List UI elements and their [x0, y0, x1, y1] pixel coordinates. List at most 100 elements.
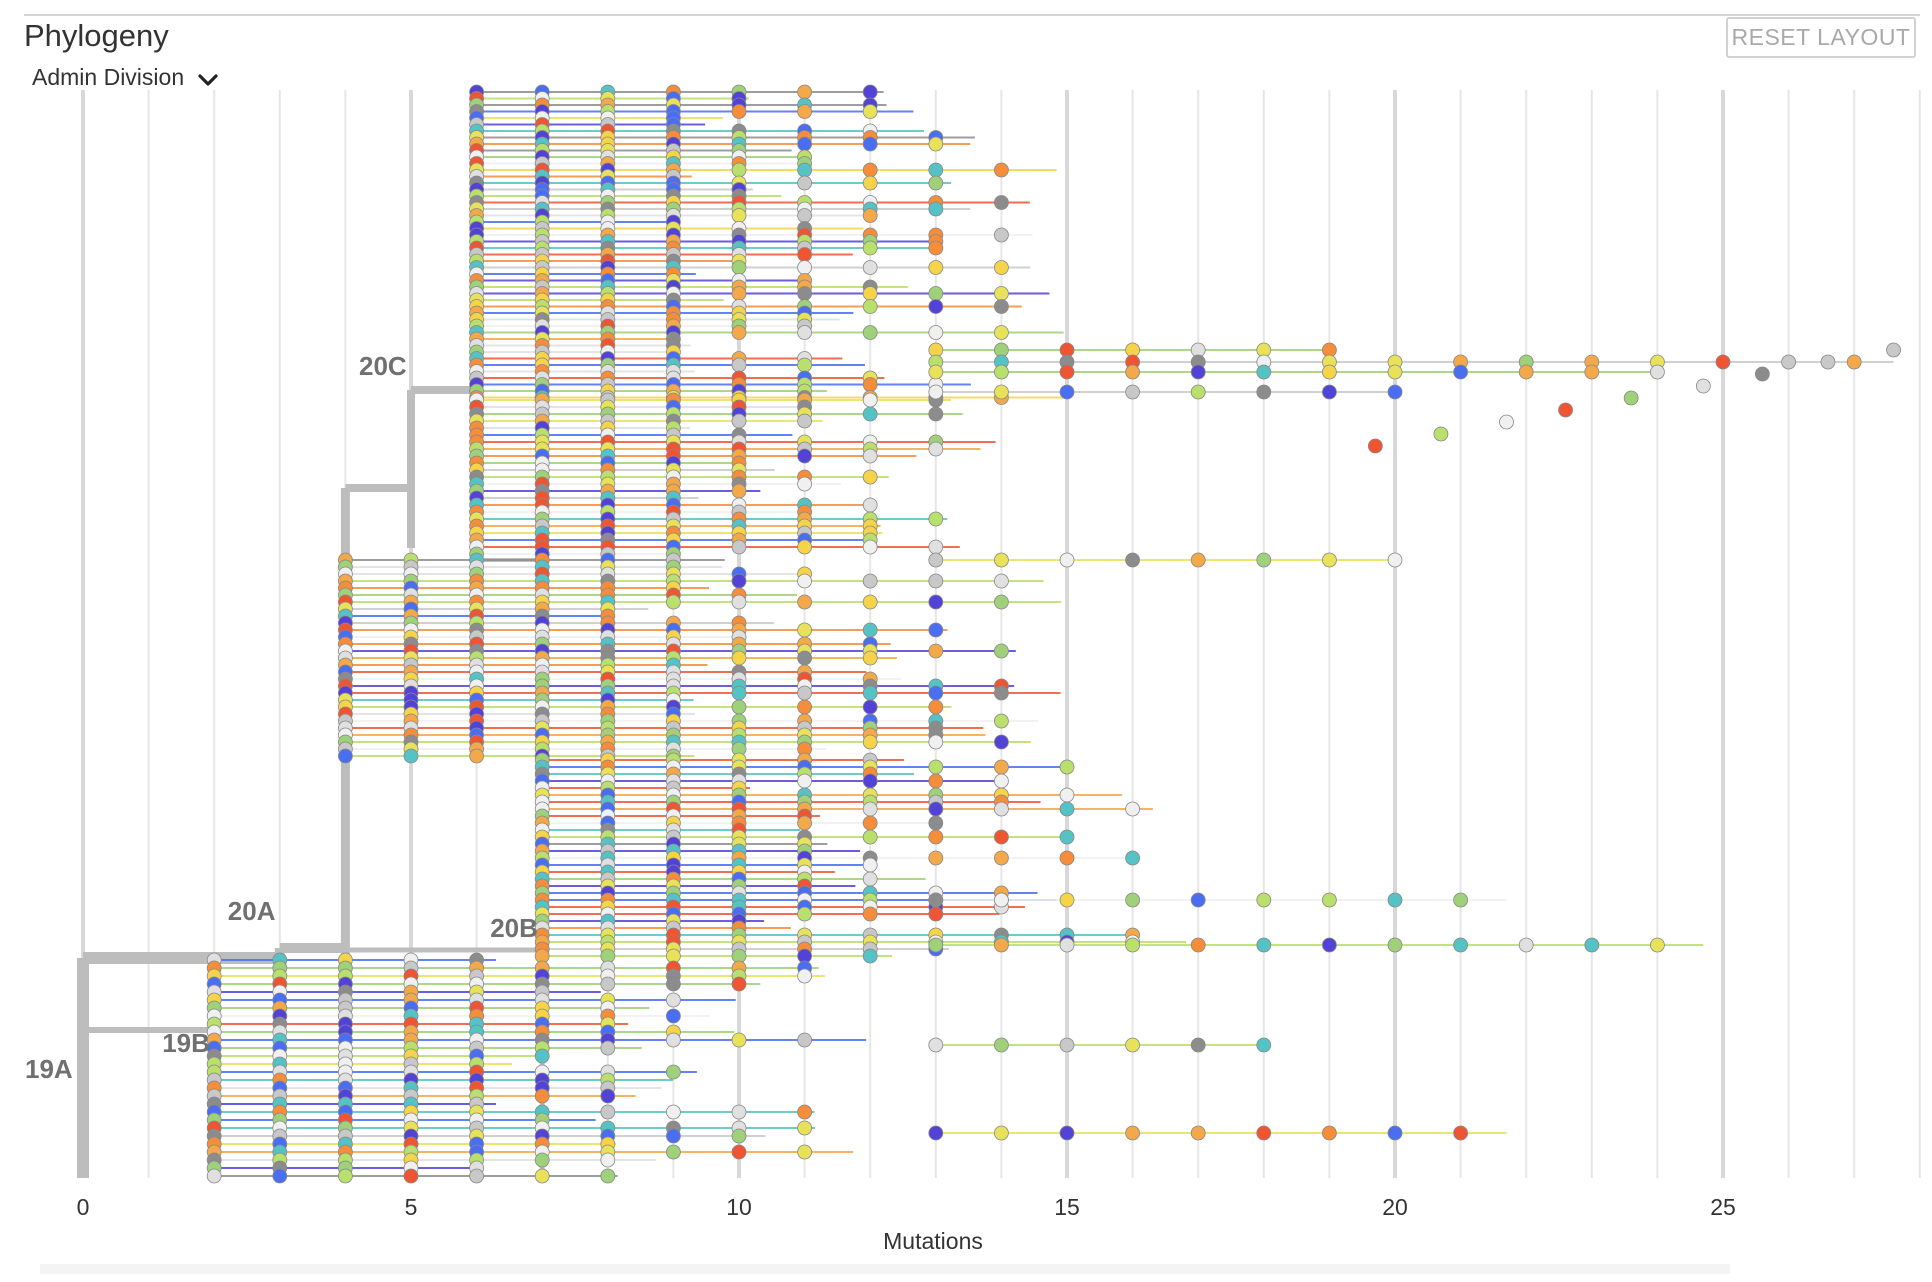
tip-node[interactable] — [1125, 892, 1140, 908]
tip-node[interactable] — [666, 594, 681, 610]
tip-node[interactable] — [1059, 850, 1075, 866]
tip-node[interactable] — [797, 208, 812, 223]
tip-node[interactable] — [666, 976, 681, 992]
tip-node[interactable] — [1453, 937, 1468, 953]
tip-node[interactable] — [1322, 364, 1337, 380]
tip-node[interactable] — [928, 759, 944, 775]
tip-node[interactable] — [797, 357, 812, 373]
tip-node[interactable] — [994, 325, 1009, 340]
tip-node[interactable] — [1781, 354, 1796, 370]
tip-node[interactable] — [1623, 390, 1639, 406]
tip-node[interactable] — [797, 162, 812, 178]
tip-node[interactable] — [666, 1032, 681, 1048]
tip-node[interactable] — [1256, 1125, 1272, 1141]
tip-node[interactable] — [731, 286, 747, 301]
tip-node[interactable] — [1387, 1125, 1403, 1141]
tip-node[interactable] — [994, 685, 1009, 701]
tip-node[interactable] — [1059, 892, 1075, 908]
tip-node[interactable] — [994, 801, 1009, 817]
tip-node[interactable] — [928, 552, 944, 568]
tip-node[interactable] — [534, 1088, 550, 1104]
tip-node[interactable] — [797, 773, 812, 789]
tip-node[interactable] — [994, 227, 1009, 243]
tip-node[interactable] — [1650, 364, 1665, 380]
tip-node[interactable] — [1125, 1125, 1140, 1141]
tip-node[interactable] — [797, 594, 812, 610]
tip-node[interactable] — [731, 594, 747, 610]
tip-node[interactable] — [731, 976, 747, 992]
tip-node[interactable] — [994, 260, 1009, 275]
tip-node[interactable] — [797, 136, 812, 152]
tip-node[interactable] — [731, 483, 747, 499]
tip-node[interactable] — [862, 392, 878, 408]
tip-node[interactable] — [862, 104, 878, 119]
tip-node[interactable] — [928, 325, 944, 340]
tip-node[interactable] — [1059, 801, 1075, 817]
tip-node[interactable] — [666, 1008, 681, 1024]
tip-node[interactable] — [797, 815, 812, 831]
tip-node[interactable] — [994, 299, 1009, 314]
tip-node[interactable] — [994, 384, 1009, 400]
tip-node[interactable] — [731, 699, 747, 715]
tip-node[interactable] — [862, 734, 878, 750]
tip-node[interactable] — [928, 801, 944, 817]
tip-node[interactable] — [206, 1168, 222, 1184]
tip-node[interactable] — [862, 286, 878, 301]
tip-node[interactable] — [862, 539, 878, 555]
tip-node[interactable] — [862, 208, 878, 223]
tip-node[interactable] — [666, 1064, 681, 1080]
tip-node[interactable] — [1256, 1037, 1272, 1053]
tip-node[interactable] — [994, 162, 1009, 178]
tip-node[interactable] — [1453, 892, 1468, 908]
tip-node[interactable] — [1820, 354, 1836, 370]
tip-node[interactable] — [928, 1037, 944, 1053]
tip-node[interactable] — [272, 1168, 288, 1184]
tip-node[interactable] — [534, 1168, 550, 1184]
tip-node[interactable] — [403, 1168, 419, 1184]
tip-node[interactable] — [862, 162, 878, 178]
tip-node[interactable] — [862, 448, 878, 464]
tip-node[interactable] — [928, 906, 944, 922]
tip-node[interactable] — [1059, 552, 1075, 568]
tip-node[interactable] — [1059, 937, 1075, 953]
tip-node[interactable] — [928, 441, 944, 457]
tip-node[interactable] — [1059, 1125, 1075, 1141]
tip-node[interactable] — [1059, 829, 1075, 845]
tip-node[interactable] — [1846, 354, 1862, 370]
tip-node[interactable] — [797, 685, 812, 701]
tip-node[interactable] — [928, 384, 944, 400]
tip-node[interactable] — [862, 594, 878, 610]
tip-node[interactable] — [862, 829, 878, 845]
tip-node[interactable] — [862, 871, 878, 887]
tip-node[interactable] — [1256, 892, 1272, 908]
tip-node[interactable] — [1322, 384, 1337, 400]
tip-node[interactable] — [797, 622, 812, 638]
tip-node[interactable] — [337, 1168, 353, 1184]
tip-node[interactable] — [1059, 1037, 1075, 1053]
tip-node[interactable] — [731, 1032, 747, 1048]
tip-node[interactable] — [1322, 892, 1337, 908]
tip-node[interactable] — [337, 748, 353, 764]
tip-node[interactable] — [469, 748, 485, 764]
tip-node[interactable] — [1256, 937, 1272, 953]
tip-node[interactable] — [600, 1152, 616, 1168]
tip-node[interactable] — [1059, 787, 1075, 803]
tip-node[interactable] — [994, 552, 1009, 568]
tip-node[interactable] — [1190, 364, 1206, 380]
tip-node[interactable] — [1453, 1125, 1468, 1141]
tip-node[interactable] — [666, 1144, 681, 1160]
tip-node[interactable] — [666, 1128, 681, 1144]
tip-node[interactable] — [731, 325, 747, 340]
tip-node[interactable] — [1886, 342, 1901, 358]
tip-node[interactable] — [994, 364, 1009, 380]
tip-node[interactable] — [994, 713, 1009, 729]
tip-node[interactable] — [1125, 801, 1140, 817]
tip-node[interactable] — [862, 650, 878, 666]
tip-node[interactable] — [928, 773, 944, 789]
tip-node[interactable] — [1190, 937, 1206, 953]
tip-node[interactable] — [928, 201, 944, 217]
tip-node[interactable] — [1125, 850, 1140, 866]
tip-node[interactable] — [928, 162, 944, 178]
tip-node[interactable] — [797, 286, 812, 301]
tip-node[interactable] — [797, 1120, 812, 1136]
